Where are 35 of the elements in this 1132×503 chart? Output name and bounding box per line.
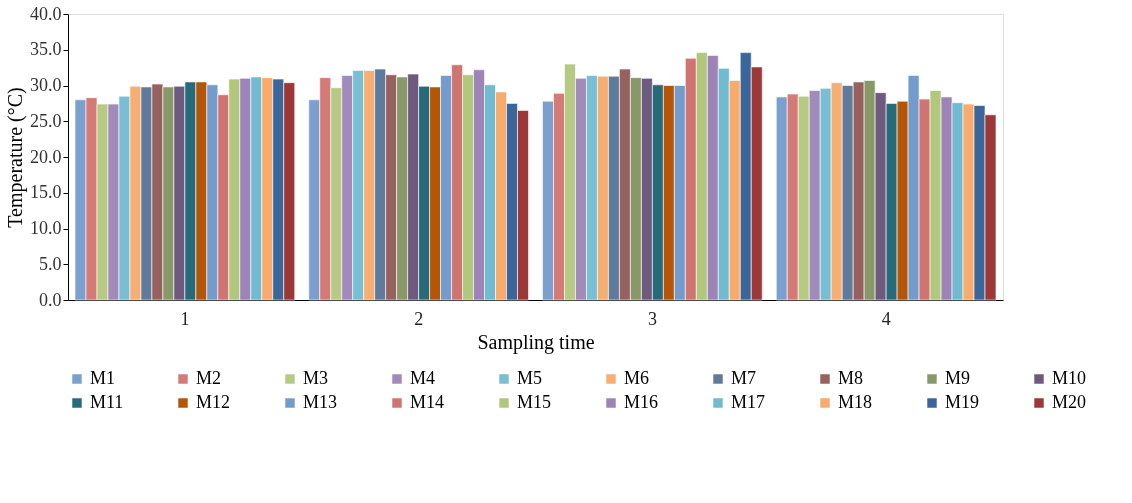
legend-label: M15 xyxy=(517,392,552,412)
y-tick-label: 20.0 xyxy=(30,146,62,167)
legend-label: M1 xyxy=(90,368,116,388)
x-tick-label: 2 xyxy=(414,308,424,329)
x-tick-label: 4 xyxy=(881,308,891,329)
legend-label: M10 xyxy=(1052,368,1087,388)
legend-label: M14 xyxy=(410,392,445,412)
y-tick-label: 35.0 xyxy=(30,39,62,60)
legend-label: M8 xyxy=(838,368,864,388)
legend-label: M2 xyxy=(196,368,222,388)
y-tick-label: 15.0 xyxy=(30,182,62,203)
y-tick-label: 25.0 xyxy=(30,110,62,131)
legend-label: M4 xyxy=(410,368,436,388)
legend-label: M20 xyxy=(1052,392,1087,412)
legend-label: M3 xyxy=(303,368,329,388)
legend-label: M19 xyxy=(945,392,980,412)
y-tick-label: 5.0 xyxy=(39,253,62,274)
legend-label: M12 xyxy=(196,392,231,412)
legend-label: M6 xyxy=(624,368,650,388)
y-tick-label: 40.0 xyxy=(30,3,62,24)
legend-label: M18 xyxy=(838,392,873,412)
y-axis-title: Temperature (°C) xyxy=(4,87,27,228)
legend-label: M11 xyxy=(90,392,124,412)
legend-label: M17 xyxy=(731,392,766,412)
legend-label: M7 xyxy=(731,368,757,388)
y-tick-label: 30.0 xyxy=(30,75,62,95)
x-tick-label: 1 xyxy=(180,308,190,329)
legend-label: M16 xyxy=(624,392,659,412)
y-tick-label: 0.0 xyxy=(39,289,62,310)
legend-label: M5 xyxy=(517,368,543,388)
x-axis-title: Sampling time xyxy=(477,330,595,354)
y-tick-label: 10.0 xyxy=(30,218,62,238)
legend-label: M13 xyxy=(303,392,338,412)
legend-label: M9 xyxy=(945,368,971,388)
x-tick-label: 3 xyxy=(647,308,657,329)
